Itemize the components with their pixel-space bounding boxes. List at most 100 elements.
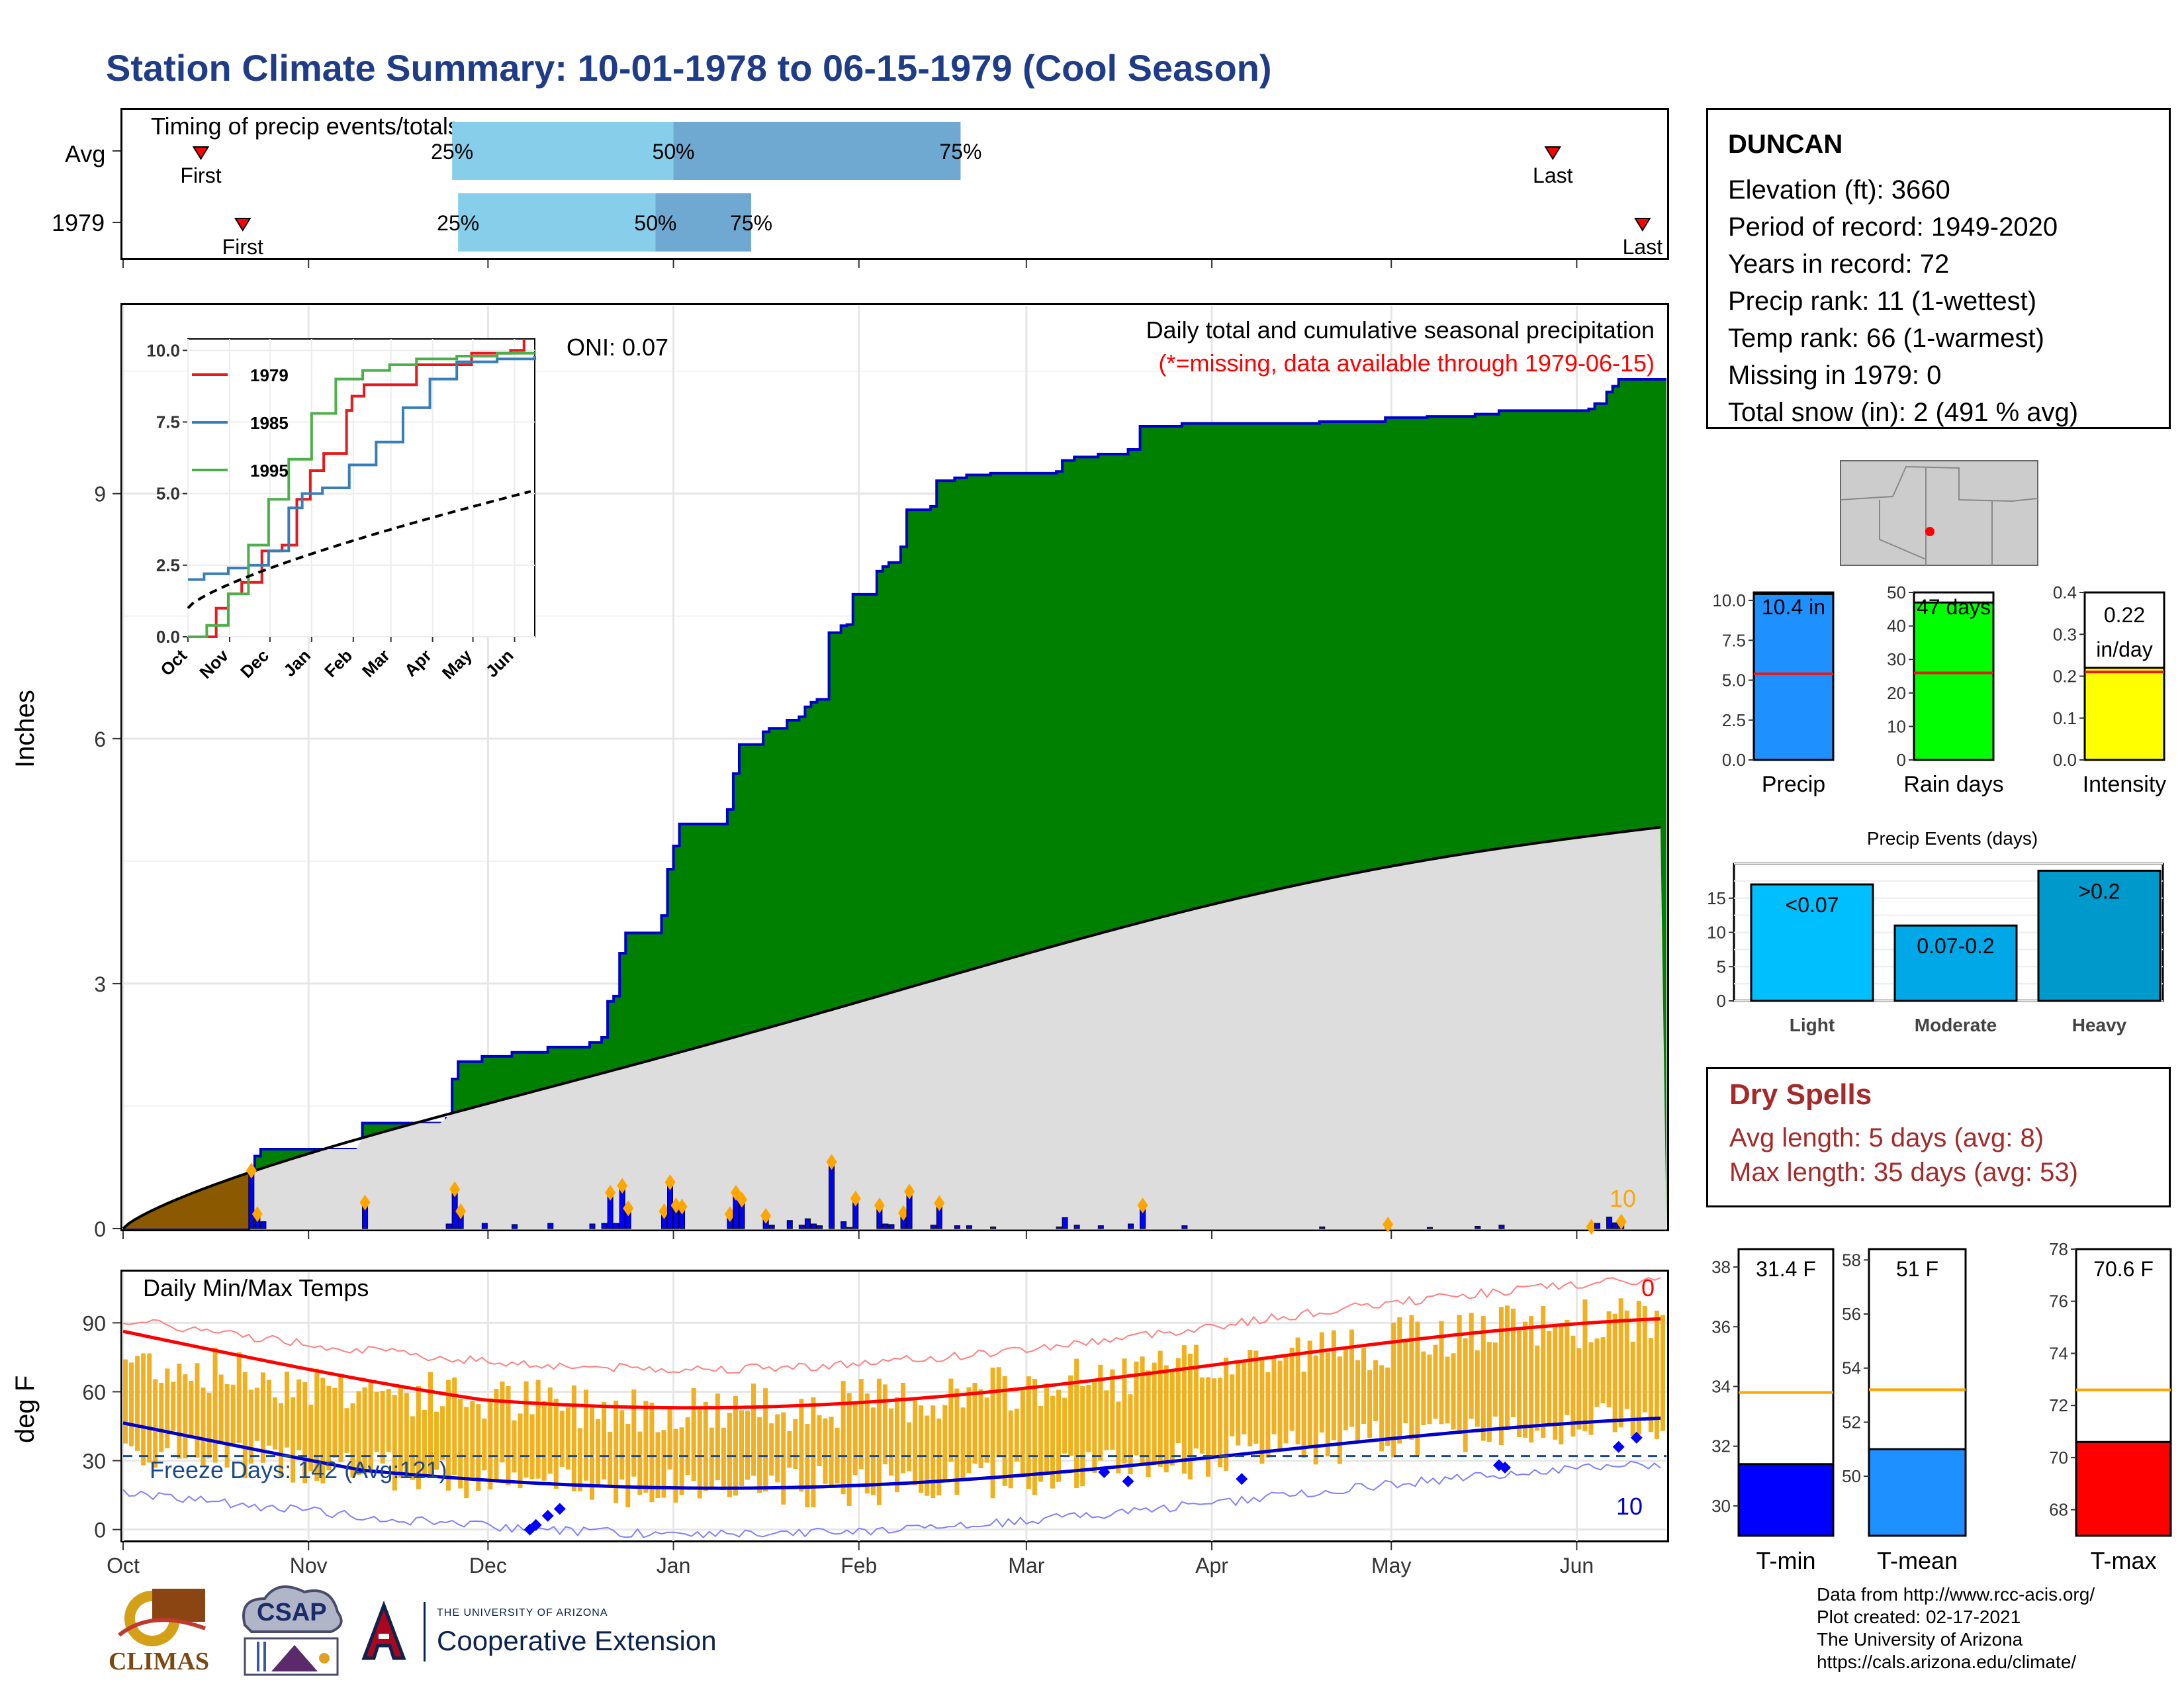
timing-row-1979-label: 1979 [52,209,105,236]
daily-temp-range-bar [201,1387,206,1466]
snow-marker [1383,1216,1394,1233]
daily-temp-range-bar [745,1411,751,1480]
events-ytick-label: 10 [1707,923,1726,943]
summary-ytick-label: 5.0 [1722,671,1746,690]
daily-temp-range-bar [296,1379,302,1450]
daily-precip-bar [547,1223,554,1229]
daily-temp-range-bar [1498,1307,1504,1445]
tmax-count-label: 0 [1641,1274,1655,1301]
daily-temp-range-bar [224,1384,230,1468]
daily-temp-range-bar [308,1404,314,1472]
daily-temp-range-bar [1014,1408,1019,1462]
daily-temp-range-bar [1307,1340,1312,1448]
snow-marker [724,1206,735,1223]
daily-temp-range-bar [500,1381,505,1463]
inset-legend-label: 1985 [250,413,289,433]
dry-spells-title: Dry Spells [1729,1078,1872,1111]
daily-temp-range-bar [1134,1361,1139,1456]
daily-precip-bar [589,1223,596,1229]
month-label: Feb [841,1554,877,1577]
precip-ytick-label: 0 [94,1217,106,1241]
climas-logo-text: CLIMAS [109,1648,210,1675]
ua-logo [361,1600,407,1662]
daily-temp-range-bar [1427,1354,1432,1425]
precip-ytick-label: 9 [94,483,106,506]
summary-ytick-label: 50 [1887,583,1906,602]
timing-label-first: First [222,235,263,259]
daily-temp-range-bar [775,1414,780,1483]
month-label: Jan [657,1554,691,1577]
daily-temp-range-bar [1445,1356,1450,1424]
daily-temp-range-bar [488,1398,493,1489]
station-name: DUNCAN [1728,130,1843,159]
daily-precip-bar [481,1223,488,1229]
summary-ytick-label: 40 [1887,616,1906,636]
timing-marker-last [1544,146,1562,160]
events-bar-moderate [1893,924,2018,1002]
snow-marker [623,1200,634,1217]
summary-bar-label: Intensity [2083,772,2167,797]
daily-temp-range-bar [954,1388,960,1495]
daily-temp-range-bar [817,1415,822,1466]
summary-ytick-label: 0.3 [2053,624,2077,644]
daily-temp-range-bar [1050,1395,1056,1489]
daily-temp-range-bar [691,1387,696,1481]
daily-temp-range-bar [476,1404,481,1491]
summary-value-label: in/day [2096,637,2152,661]
summary-ytick-label: 0.0 [2053,750,2077,770]
month-label: Apr [1195,1554,1228,1577]
summary-ytick-label: 10.0 [1712,590,1746,610]
temp-bar-label: T-min [1756,1547,1816,1574]
snow-marker [730,1184,741,1201]
inset-ytick-label: 0.0 [156,627,180,647]
daily-temp-range-bar [374,1391,379,1452]
daily-temp-range-bar [1218,1378,1223,1468]
daily-temp-range-bar [870,1407,876,1495]
daily-temp-range-bar [858,1379,864,1470]
daily-temp-range-bar [1463,1338,1468,1452]
daily-temp-range-bar [1259,1358,1265,1464]
daily-temp-range-bar [410,1416,415,1480]
month-label: May [1371,1554,1411,1577]
daily-precip-bar [966,1225,972,1229]
daily-temp-range-bar [1337,1356,1342,1464]
record-low-marker [1122,1475,1134,1487]
temp-bar-ytick-label: 52 [1842,1412,1861,1432]
summary-bars: 0.0 2.5 5.0 7.5 10.0 10.4 in Precip 0 10 20 30 40 50… [1712,583,2167,797]
daily-temp-range-bar [907,1422,912,1472]
temp-bar-ytick-label: 72 [2049,1395,2068,1415]
daily-temp-range-bar [523,1381,529,1478]
daily-temp-range-bar [1248,1350,1253,1446]
summary-ytick-label: 0.2 [2053,667,2077,686]
tmin-count-label: 10 [1616,1493,1643,1520]
daily-temp-range-bar [781,1412,786,1505]
daily-temp-range-bar [1504,1305,1510,1430]
inset-average-line [187,490,531,610]
daily-precip-bar [810,1223,817,1229]
daily-temp-range-bar [972,1382,978,1464]
station-precip-rank: Precip rank: 11 (1-wettest) [1728,287,2037,316]
daily-temp-range-bar [709,1427,714,1489]
temp-bar-t-mean [1868,1448,1967,1537]
daily-temp-range-bar [590,1407,595,1500]
daily-temp-range-bar [1654,1311,1659,1439]
daily-temp-range-bar [1553,1325,1558,1440]
daily-temp-range-bar [619,1410,625,1480]
events-bar-heavy [2037,869,2161,1002]
daily-temp-range-bar [1206,1377,1211,1477]
daily-temp-range-bar [990,1368,995,1499]
daily-temp-range-bar [948,1378,954,1462]
daily-temp-range-bar [338,1375,343,1463]
month-label: Oct [107,1554,140,1577]
daily-temp-range-bar [1421,1351,1426,1425]
events-bar-label: 0.07-0.2 [1917,934,1994,958]
daily-temp-range-bar [1032,1379,1037,1495]
ua-big-text: Cooperative Extension [437,1625,717,1656]
daily-temp-range-bar [978,1389,983,1468]
daily-temp-range-bar [559,1411,565,1467]
daily-temp-range-bar [1122,1358,1127,1464]
daily-temp-range-bar [1325,1352,1330,1457]
snow-marker [826,1154,837,1170]
temp-bar-ytick-label: 56 [1842,1304,1861,1324]
daily-temp-range-bar [901,1382,906,1474]
